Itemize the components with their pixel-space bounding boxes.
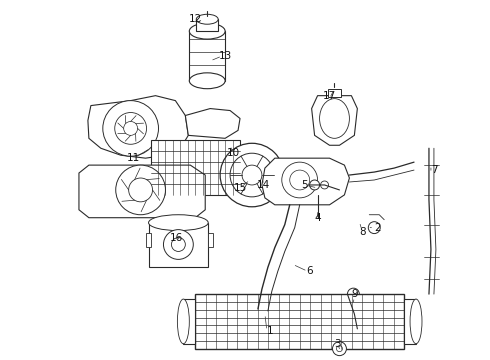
Polygon shape <box>79 165 205 218</box>
Ellipse shape <box>290 170 310 190</box>
Ellipse shape <box>319 99 349 138</box>
Text: 9: 9 <box>351 289 358 299</box>
Circle shape <box>220 143 284 207</box>
Ellipse shape <box>282 162 318 198</box>
Ellipse shape <box>410 299 422 344</box>
Ellipse shape <box>148 215 208 231</box>
Polygon shape <box>312 96 357 145</box>
Circle shape <box>230 153 274 197</box>
Circle shape <box>129 178 152 202</box>
Text: 16: 16 <box>170 233 183 243</box>
Circle shape <box>310 180 319 190</box>
Bar <box>146 233 150 247</box>
Ellipse shape <box>189 73 225 89</box>
Ellipse shape <box>196 14 218 24</box>
Ellipse shape <box>177 299 189 344</box>
Text: 14: 14 <box>257 180 270 190</box>
Circle shape <box>123 121 138 135</box>
Circle shape <box>347 288 359 300</box>
Text: 15: 15 <box>233 183 246 193</box>
Circle shape <box>116 165 166 215</box>
Text: 11: 11 <box>127 153 140 163</box>
Circle shape <box>337 346 343 352</box>
Bar <box>404 299 416 344</box>
Bar <box>196 294 404 349</box>
Text: 13: 13 <box>219 51 232 61</box>
Circle shape <box>172 238 185 251</box>
Bar <box>196 19 218 31</box>
Text: 8: 8 <box>359 226 366 237</box>
Text: 3: 3 <box>334 339 341 349</box>
Text: 1: 1 <box>267 326 273 336</box>
Polygon shape <box>185 109 240 138</box>
Polygon shape <box>88 96 188 158</box>
Text: 17: 17 <box>323 91 336 101</box>
Text: 12: 12 <box>189 14 202 24</box>
Text: 7: 7 <box>431 165 437 175</box>
Circle shape <box>333 342 346 356</box>
Circle shape <box>164 230 193 260</box>
Text: 10: 10 <box>226 148 240 158</box>
Bar <box>189 31 225 81</box>
Bar <box>183 299 196 344</box>
Circle shape <box>368 222 380 234</box>
Circle shape <box>320 181 328 189</box>
Bar <box>148 223 208 267</box>
Polygon shape <box>262 158 349 205</box>
Circle shape <box>115 113 147 144</box>
Circle shape <box>242 165 262 185</box>
Circle shape <box>103 100 158 156</box>
Text: 2: 2 <box>374 222 381 233</box>
Ellipse shape <box>189 23 225 39</box>
Bar <box>208 233 213 247</box>
Text: 4: 4 <box>314 213 321 223</box>
Text: 6: 6 <box>306 266 313 276</box>
Text: 5: 5 <box>301 180 308 190</box>
Bar <box>327 89 342 96</box>
Bar <box>150 140 240 195</box>
